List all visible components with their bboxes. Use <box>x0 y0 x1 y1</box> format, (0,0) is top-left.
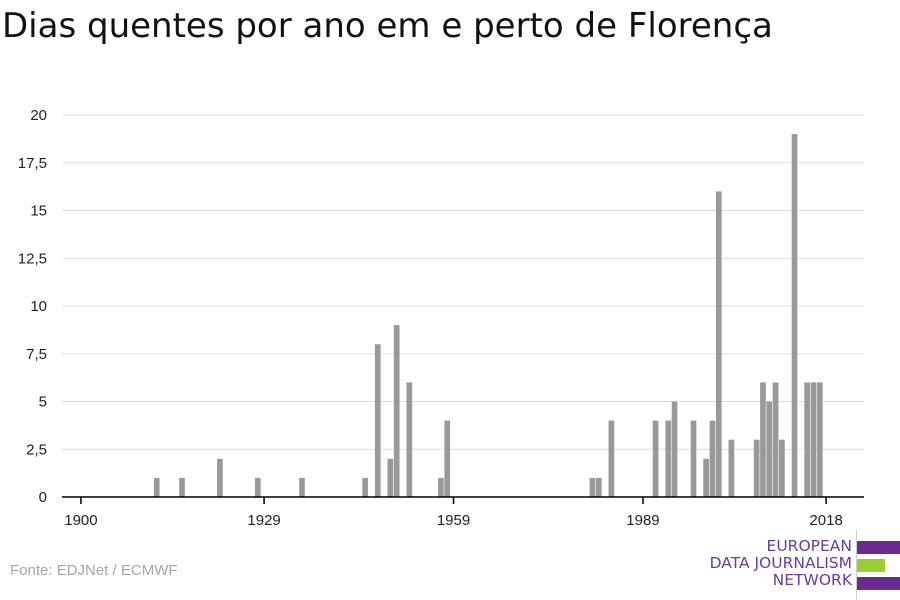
bar-1997 <box>690 420 697 497</box>
bar-2011 <box>779 439 785 497</box>
bar-1999 <box>703 458 709 497</box>
x-tick-label: 1929 <box>247 512 280 529</box>
bar-1991 <box>652 420 659 497</box>
x-tick-label: 2018 <box>809 512 842 529</box>
logo-bar-purple-top <box>857 541 900 554</box>
y-tick-label: 20 <box>30 107 47 124</box>
source-label: Fonte: EDJNet / ECMWF <box>10 562 178 579</box>
bar-1916 <box>179 477 185 497</box>
y-tick-label: 15 <box>30 203 47 220</box>
bar-1928 <box>254 477 261 497</box>
bar-2015 <box>804 382 811 497</box>
bar-2016 <box>810 382 817 497</box>
bar-1949 <box>387 458 394 497</box>
bar-1912 <box>153 477 160 497</box>
bar-1993 <box>665 420 672 497</box>
bar-2007 <box>753 439 760 497</box>
bar-1945 <box>362 477 368 497</box>
bar-1950 <box>393 325 400 497</box>
bar-1984 <box>608 420 615 497</box>
y-tick-label: 17,5 <box>18 155 47 172</box>
bar-1957 <box>438 477 444 497</box>
y-tick-label: 2,5 <box>26 441 47 458</box>
bar-2013 <box>791 134 798 497</box>
logo-line-3: NETWORK <box>772 571 852 589</box>
bar-1981 <box>589 477 596 497</box>
bar-1922 <box>217 458 223 497</box>
logo-line-1: EUROPEAN <box>766 537 852 555</box>
bar-2008 <box>760 382 766 497</box>
bar-1952 <box>406 382 413 497</box>
bar-1958 <box>444 420 451 497</box>
x-axis-ticks: 1900 1929 1959 1989 2018 <box>64 497 843 529</box>
logo-bar-green <box>857 559 885 572</box>
bar-2009 <box>766 401 773 497</box>
y-tick-label: 12,5 <box>18 250 47 267</box>
bar-1982 <box>595 477 602 497</box>
edjnet-logo: EUROPEAN DATA JOURNALISM NETWORK <box>710 538 852 589</box>
bar-2003 <box>728 439 735 497</box>
bar-1994 <box>671 401 678 497</box>
bar-2010 <box>772 382 779 497</box>
bars <box>153 134 823 497</box>
y-tick-label: 0 <box>39 489 47 506</box>
logo-bar-purple-bottom <box>857 577 900 590</box>
chart-title: Dias quentes por ano em e perto de Flore… <box>2 6 773 46</box>
bar-1947 <box>374 344 381 497</box>
x-tick-label: 1959 <box>437 512 470 529</box>
logo-divider <box>856 530 857 600</box>
x-tick-label: 1900 <box>64 512 97 529</box>
bar-2017 <box>816 382 823 497</box>
bar-2000 <box>709 420 716 497</box>
bar-2001 <box>715 191 722 497</box>
x-tick-label: 1989 <box>626 512 659 529</box>
y-tick-label: 10 <box>30 298 47 315</box>
bar-1935 <box>299 477 305 497</box>
y-tick-label: 5 <box>39 394 47 411</box>
gridlines <box>62 114 864 450</box>
y-axis-ticks: 0 2,5 5 7,5 10 12,5 15 17,5 20 <box>18 107 47 506</box>
y-tick-label: 7,5 <box>26 346 47 363</box>
logo-line-2: DATA JOURNALISM <box>709 554 852 572</box>
